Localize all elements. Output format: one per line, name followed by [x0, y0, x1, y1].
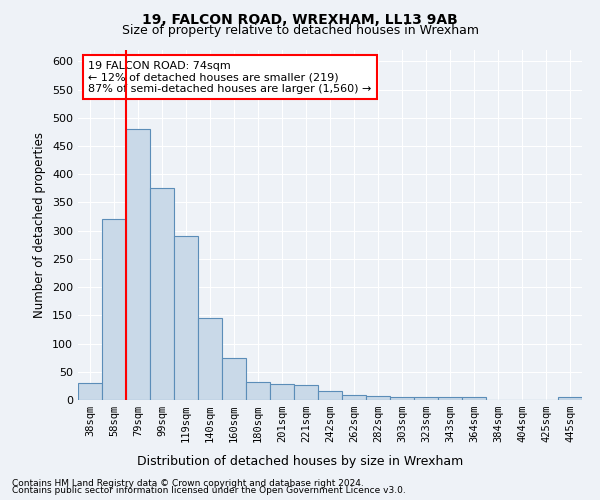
- Bar: [126, 129, 150, 400]
- Bar: [102, 220, 126, 400]
- Bar: [150, 188, 174, 400]
- Bar: [270, 384, 294, 400]
- Bar: [390, 397, 414, 400]
- Bar: [414, 397, 438, 400]
- Bar: [438, 397, 462, 400]
- Bar: [366, 396, 390, 400]
- Bar: [78, 383, 102, 400]
- Bar: [294, 385, 318, 400]
- Text: Contains HM Land Registry data © Crown copyright and database right 2024.: Contains HM Land Registry data © Crown c…: [12, 478, 364, 488]
- Bar: [222, 358, 246, 400]
- Bar: [342, 395, 366, 400]
- Text: Distribution of detached houses by size in Wrexham: Distribution of detached houses by size …: [137, 454, 463, 468]
- Bar: [246, 382, 270, 400]
- Bar: [174, 236, 198, 400]
- Y-axis label: Number of detached properties: Number of detached properties: [34, 132, 46, 318]
- Bar: [318, 391, 342, 400]
- Bar: [462, 397, 486, 400]
- Text: Contains public sector information licensed under the Open Government Licence v3: Contains public sector information licen…: [12, 486, 406, 495]
- Bar: [558, 396, 582, 400]
- Text: Size of property relative to detached houses in Wrexham: Size of property relative to detached ho…: [121, 24, 479, 37]
- Text: 19 FALCON ROAD: 74sqm
← 12% of detached houses are smaller (219)
87% of semi-det: 19 FALCON ROAD: 74sqm ← 12% of detached …: [88, 60, 371, 94]
- Text: 19, FALCON ROAD, WREXHAM, LL13 9AB: 19, FALCON ROAD, WREXHAM, LL13 9AB: [142, 12, 458, 26]
- Bar: [198, 318, 222, 400]
